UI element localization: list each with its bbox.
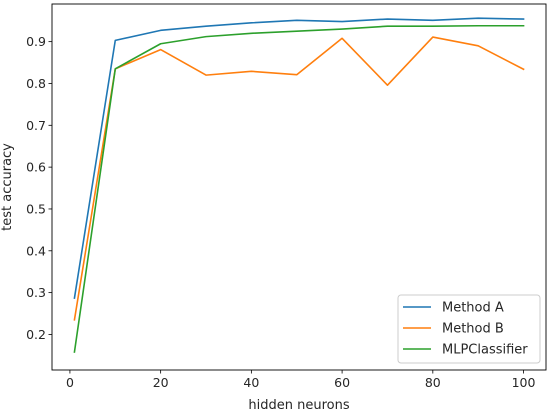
series-line-1 [73, 17, 525, 299]
series-line-2 [73, 36, 525, 321]
y-tick-label: 0.5 [26, 201, 46, 216]
y-tick-label: 0.9 [26, 34, 46, 49]
x-tick-label: 40 [243, 375, 259, 390]
y-tick-label: 0.7 [26, 118, 46, 133]
legend: Method A Method B MLPClassifier [397, 294, 541, 364]
legend-entry: Method B [442, 322, 504, 337]
y-tick-label: 0.8 [26, 76, 46, 91]
x-tick-label: 100 [512, 375, 536, 390]
legend-entry: MLPClassifier [442, 343, 528, 358]
series-line-3 [73, 24, 525, 353]
y-tick-label: 0.3 [26, 285, 46, 300]
y-axis: 0.2 0.3 0.4 0.5 0.6 0.7 0.8 0.9 [26, 34, 52, 342]
legend-box [397, 294, 541, 364]
plot-frame [51, 3, 547, 371]
legend-entry: Method A [442, 301, 504, 316]
y-axis-label: test accuracy [0, 143, 15, 231]
x-axis: 0 20 40 60 80 100 [66, 370, 536, 390]
x-tick-label: 60 [334, 375, 350, 390]
y-tick-label: 0.4 [26, 243, 46, 258]
x-tick-label: 0 [66, 375, 74, 390]
y-tick-label: 0.6 [26, 160, 46, 175]
series-lines [73, 17, 525, 353]
x-tick-label: 20 [153, 375, 169, 390]
x-axis-label: hidden neurons [248, 398, 349, 412]
x-tick-label: 80 [425, 375, 441, 390]
y-tick-label: 0.2 [26, 327, 46, 342]
